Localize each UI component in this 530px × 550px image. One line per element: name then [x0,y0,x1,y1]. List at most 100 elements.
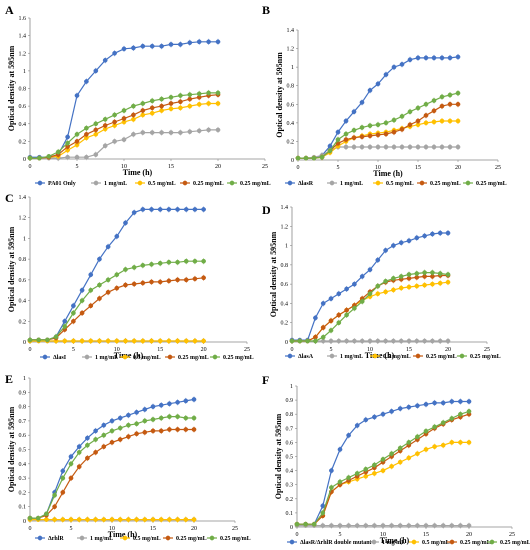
data-point [117,425,123,431]
x-tick-label: 15 [423,532,429,538]
data-point [414,338,420,344]
data-point [68,461,74,467]
legend-label: 0.25 mg/mL [470,354,501,360]
data-point [447,92,453,98]
y-tick-label: 0.6 [19,278,27,284]
data-point [101,432,107,438]
data-point [367,144,373,150]
data-point [423,120,429,126]
y-tick-label: 0.1 [19,505,27,511]
y-tick-label: 0.2 [286,497,294,503]
data-point [383,144,389,150]
data-point [329,523,334,528]
data-point [192,258,198,264]
data-point [445,230,451,236]
y-tick-label: 1.6 [19,16,27,22]
legend-marker [122,535,128,541]
data-point [183,338,189,344]
y-tick-label: 0.6 [286,440,294,446]
data-point [201,338,206,344]
data-point [399,127,405,132]
legend-marker [375,180,381,186]
data-point [102,116,108,122]
data-point [351,109,357,115]
data-point [140,130,146,135]
data-point [88,303,94,309]
data-point [337,523,343,528]
data-point [121,46,127,52]
data-point [112,112,117,118]
y-tick-label: 0.4 [286,469,294,475]
data-point [191,427,197,432]
data-point [437,280,443,286]
legend-marker [372,353,378,359]
data-point [84,79,89,84]
data-point [397,523,403,528]
series-5 [27,89,221,161]
data-point [363,417,369,423]
data-point [294,521,300,527]
data-point [320,301,326,306]
data-point [372,462,377,468]
data-point [52,492,57,498]
data-point [375,81,381,87]
data-point [431,144,437,150]
legend-label: ΔlasA [298,354,314,360]
data-point [97,256,102,262]
x-tick-label: 20 [191,526,197,532]
data-point [440,420,446,426]
data-point [455,101,461,107]
data-point [187,129,193,135]
data-point [140,338,146,344]
x-axis-title: Time (h) [380,536,410,545]
data-point [62,318,68,324]
series-3 [289,279,451,344]
data-point [168,101,174,106]
data-point [367,338,373,344]
data-point [79,338,85,344]
data-point [68,475,74,481]
data-point [88,338,94,344]
x-tick-label: 20 [215,164,221,170]
data-point [449,440,455,445]
data-point [149,261,154,267]
data-point [422,282,427,288]
data-point [206,101,211,106]
data-point [440,523,446,528]
data-point [415,118,421,124]
data-point [466,523,472,528]
data-point [183,427,189,432]
data-point [380,523,386,528]
x-tick-label: 5 [339,532,342,538]
legend-marker [415,353,421,359]
data-point [35,515,41,521]
data-point [375,291,381,297]
series-line [30,92,218,159]
y-tick-label: 0.6 [19,104,27,110]
data-point [134,409,139,415]
data-point [93,428,98,434]
data-point [44,517,49,522]
data-point [439,144,445,150]
data-point [440,442,446,448]
x-tick-label: 20 [201,347,207,353]
legend-marker [465,180,471,186]
y-tick-label: 0.2 [19,139,27,145]
data-point [159,130,164,135]
data-point [74,93,80,98]
legend-marker [449,539,455,545]
y-tick-label: 0.2 [281,321,289,327]
data-point [196,91,202,97]
data-point [455,90,461,96]
data-point [166,278,172,284]
data-point [406,284,412,290]
data-point [359,338,365,344]
data-point [206,39,211,45]
data-point [101,517,107,522]
y-tick-label: 0.6 [19,433,27,439]
data-point [183,277,189,283]
data-point [431,98,437,103]
data-point [372,414,377,420]
data-point [391,144,397,150]
data-point [178,105,183,111]
